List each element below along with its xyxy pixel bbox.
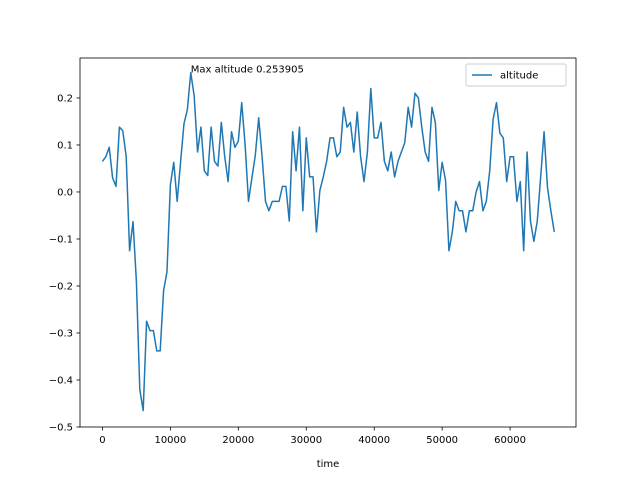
y-tick-label: 0.1	[57, 140, 73, 151]
y-tick-label: 0.2	[57, 93, 73, 104]
x-axis-ticks: 0 10000 20000 30000 40000 50000 60000	[99, 427, 526, 446]
plot-area	[79, 57, 577, 428]
x-tick-label: 0	[99, 435, 105, 446]
y-axis-ticks: −0.5 −0.4 −0.3 −0.2 −0.1 0.0 0.1 0.2	[49, 93, 80, 434]
series-layer	[101, 71, 556, 412]
y-tick-label: −0.2	[49, 281, 73, 292]
y-tick-label: 0.0	[57, 187, 73, 198]
axes-frame	[79, 57, 577, 428]
legend-label-altitude: altitude	[500, 71, 538, 82]
x-tick-label: 20000	[222, 435, 254, 446]
y-tick-label: −0.5	[49, 423, 73, 434]
max-altitude-annotation: Max altitude 0.253905	[191, 65, 304, 76]
x-tick-label: 30000	[290, 435, 322, 446]
y-tick-label: −0.3	[49, 328, 73, 339]
legend: altitude	[465, 63, 567, 87]
y-tick-label: −0.4	[49, 375, 73, 386]
x-axis-label: time	[317, 459, 340, 470]
y-tick-label: −0.1	[49, 234, 73, 245]
legend-box	[465, 63, 567, 87]
x-tick-label: 50000	[426, 435, 458, 446]
x-tick-label: 10000	[154, 435, 186, 446]
x-tick-label: 60000	[494, 435, 526, 446]
series-line-altitude	[101, 71, 556, 412]
x-tick-label: 40000	[358, 435, 390, 446]
